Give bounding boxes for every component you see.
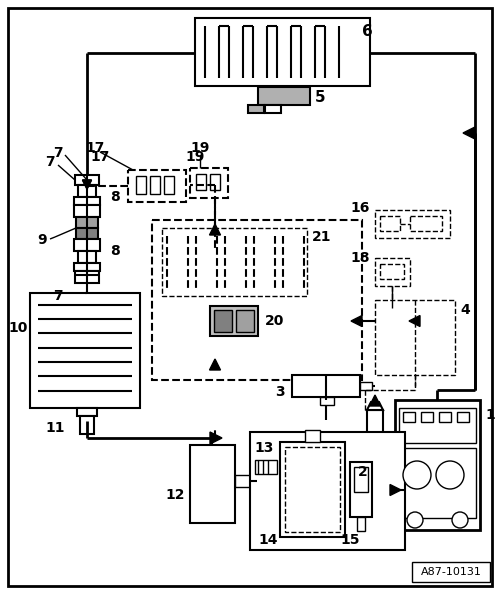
Text: 8: 8 (110, 244, 120, 258)
Bar (255, 460, 277, 474)
Bar (30, 293, 140, 408)
Bar (395, 400, 480, 530)
Bar (196, 174, 206, 190)
Circle shape (436, 461, 464, 489)
Text: 6: 6 (362, 24, 372, 39)
Bar (195, 18, 370, 86)
Bar (320, 397, 334, 405)
Text: 13: 13 (254, 441, 274, 455)
Bar (285, 447, 340, 532)
Bar (74, 197, 100, 205)
Bar (350, 462, 372, 517)
Text: 7: 7 (53, 289, 63, 303)
Polygon shape (367, 402, 383, 410)
Bar (152, 220, 362, 380)
Text: 12: 12 (165, 488, 185, 502)
Bar (80, 416, 94, 434)
Text: 15: 15 (340, 533, 360, 547)
Bar (380, 264, 404, 279)
Bar (150, 176, 160, 194)
Bar (380, 216, 400, 231)
Text: A87-10131: A87-10131 (420, 567, 482, 577)
Text: 1: 1 (485, 408, 495, 422)
Circle shape (407, 512, 423, 528)
Text: 4: 4 (460, 303, 470, 317)
Text: 17: 17 (90, 150, 110, 164)
Polygon shape (82, 180, 92, 189)
Bar (375, 258, 410, 286)
Polygon shape (351, 315, 362, 327)
Text: 7: 7 (53, 146, 63, 160)
Bar (214, 310, 232, 332)
Bar (236, 310, 254, 332)
Bar (74, 239, 100, 251)
Polygon shape (370, 395, 380, 406)
Bar (78, 251, 96, 263)
Text: 14: 14 (258, 533, 278, 547)
Text: 3: 3 (275, 385, 285, 399)
Bar (280, 442, 345, 537)
Text: 19: 19 (190, 141, 210, 155)
Bar (75, 175, 99, 185)
Bar (210, 174, 220, 190)
Text: 2: 2 (358, 465, 368, 479)
Polygon shape (390, 485, 401, 495)
Text: 19: 19 (186, 150, 204, 164)
Bar (354, 467, 368, 492)
Bar (457, 412, 469, 422)
Bar (412, 562, 490, 582)
Text: 8: 8 (110, 190, 120, 204)
Text: 5: 5 (314, 89, 326, 104)
Bar (305, 430, 320, 442)
Bar (77, 408, 97, 416)
Text: 17: 17 (86, 141, 104, 155)
Bar (375, 210, 450, 238)
Bar (190, 168, 228, 198)
Circle shape (403, 461, 431, 489)
Polygon shape (210, 359, 220, 370)
Bar (399, 448, 476, 518)
Bar (265, 105, 281, 113)
Circle shape (452, 512, 468, 528)
Bar (250, 432, 405, 550)
Bar (258, 87, 310, 105)
Bar (164, 176, 174, 194)
Bar (403, 412, 415, 422)
Bar (292, 375, 360, 397)
Bar (439, 412, 451, 422)
Bar (76, 217, 98, 228)
Bar (74, 205, 100, 217)
Polygon shape (210, 432, 222, 444)
Bar (75, 271, 99, 283)
Polygon shape (409, 315, 420, 327)
Bar (74, 263, 100, 271)
Bar (128, 170, 186, 202)
Bar (399, 408, 476, 443)
Bar (357, 517, 365, 531)
Bar (235, 475, 257, 487)
Text: 21: 21 (312, 230, 332, 244)
Bar (76, 228, 98, 239)
Polygon shape (82, 180, 92, 189)
Bar (78, 185, 96, 197)
Polygon shape (210, 224, 220, 235)
Bar (190, 445, 235, 523)
Bar (410, 216, 442, 231)
Text: 9: 9 (37, 233, 47, 247)
Text: 7: 7 (45, 155, 55, 169)
Bar (360, 382, 372, 390)
Bar (367, 410, 383, 458)
Polygon shape (463, 127, 475, 139)
Text: 10: 10 (8, 321, 28, 335)
Bar (421, 412, 433, 422)
Bar (248, 105, 264, 113)
Text: 11: 11 (45, 421, 65, 435)
Bar (375, 300, 455, 375)
Bar (210, 306, 258, 336)
Text: 16: 16 (350, 201, 370, 215)
Text: 18: 18 (350, 251, 370, 265)
Bar (162, 228, 307, 296)
Text: 20: 20 (266, 314, 284, 328)
Bar (136, 176, 146, 194)
